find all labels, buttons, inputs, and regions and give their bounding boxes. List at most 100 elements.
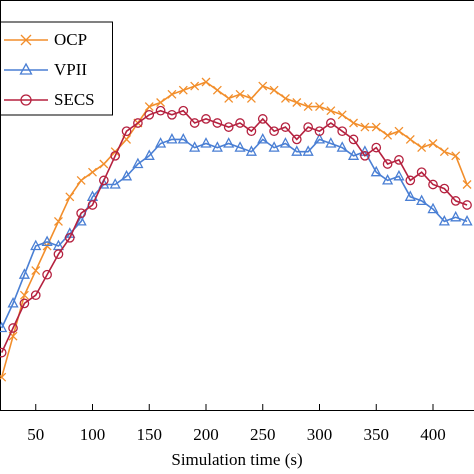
marker — [120, 169, 133, 181]
marker — [76, 175, 86, 185]
marker — [53, 216, 63, 226]
marker — [450, 210, 462, 222]
marker — [314, 126, 325, 137]
marker — [303, 122, 313, 132]
x-axis-label: Simulation time (s) — [171, 450, 302, 469]
marker — [451, 151, 461, 161]
marker — [178, 85, 188, 95]
legend-label: OCP — [54, 30, 87, 49]
marker — [280, 93, 290, 103]
marker — [428, 179, 438, 190]
marker — [292, 98, 302, 107]
marker — [337, 126, 348, 137]
marker — [88, 167, 97, 177]
marker — [166, 133, 178, 144]
legend-marker — [20, 94, 32, 106]
legend-marker — [19, 62, 33, 75]
marker — [269, 126, 279, 137]
marker — [404, 190, 416, 201]
marker — [235, 89, 245, 99]
marker — [371, 122, 381, 132]
x-tick-label: 400 — [420, 425, 446, 444]
x-tick-label: 350 — [364, 425, 390, 444]
marker — [110, 150, 121, 161]
marker — [279, 137, 292, 148]
marker — [315, 102, 324, 112]
marker — [450, 196, 461, 206]
marker — [65, 192, 75, 202]
marker — [245, 145, 257, 156]
marker — [348, 134, 359, 145]
marker — [201, 114, 211, 124]
marker — [291, 134, 302, 145]
marker — [462, 200, 472, 210]
marker — [280, 122, 291, 132]
marker — [167, 89, 177, 99]
marker — [8, 323, 18, 333]
marker — [427, 202, 439, 214]
legend-symbol — [20, 34, 32, 46]
marker — [269, 85, 279, 95]
marker — [190, 81, 200, 91]
marker — [326, 106, 336, 116]
x-tick-label: 150 — [137, 425, 163, 444]
marker — [19, 290, 29, 300]
marker — [7, 297, 19, 308]
marker — [291, 145, 303, 156]
x-tick-label: 50 — [27, 425, 44, 444]
marker — [393, 169, 405, 181]
marker — [87, 200, 98, 210]
marker — [438, 215, 450, 226]
marker — [246, 126, 257, 137]
marker — [382, 159, 393, 169]
marker — [439, 147, 449, 157]
marker — [212, 85, 222, 95]
series — [0, 105, 472, 358]
legend-symbol — [19, 62, 33, 75]
marker — [383, 130, 393, 140]
marker — [42, 269, 52, 280]
marker — [212, 118, 223, 128]
marker — [156, 98, 166, 107]
marker — [41, 235, 53, 247]
marker — [461, 215, 473, 226]
marker — [268, 141, 280, 152]
marker — [234, 141, 246, 152]
marker — [31, 266, 41, 276]
marker — [235, 118, 245, 128]
marker — [428, 139, 438, 148]
marker — [360, 150, 370, 161]
marker — [462, 180, 472, 189]
marker — [405, 175, 416, 186]
marker — [394, 126, 404, 136]
marker — [75, 215, 87, 226]
plot-frame — [0, 0, 474, 411]
marker — [0, 372, 7, 382]
marker — [371, 142, 382, 153]
marker — [246, 93, 256, 103]
marker — [189, 118, 200, 128]
marker — [223, 137, 235, 148]
marker — [360, 122, 370, 132]
x-tick-label: 100 — [80, 425, 106, 444]
marker — [132, 157, 144, 169]
marker — [155, 105, 166, 116]
marker — [19, 298, 30, 309]
marker — [30, 290, 41, 301]
x-tick-label: 300 — [307, 425, 333, 444]
marker — [370, 165, 382, 177]
marker — [99, 159, 109, 169]
marker — [416, 194, 428, 206]
marker — [155, 137, 167, 148]
marker — [405, 134, 415, 144]
marker — [382, 174, 394, 185]
marker — [302, 145, 314, 156]
marker — [257, 133, 269, 144]
marker — [64, 232, 75, 243]
marker — [99, 175, 109, 186]
marker — [30, 239, 42, 251]
marker — [189, 141, 201, 152]
marker — [144, 102, 154, 112]
marker — [325, 118, 336, 128]
marker — [336, 141, 348, 152]
